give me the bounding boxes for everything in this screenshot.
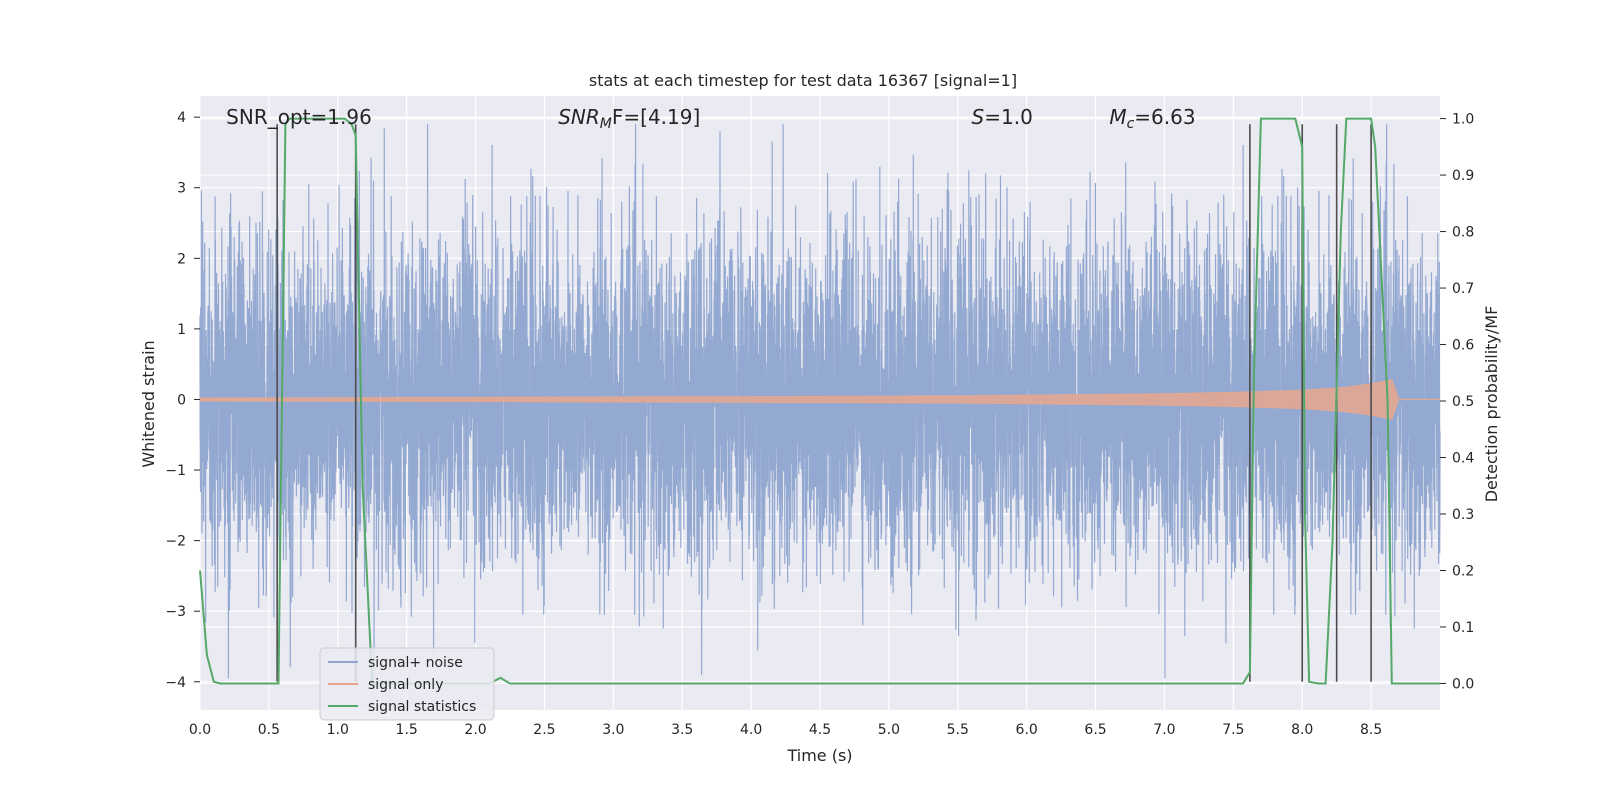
y-right-tick-label-1: 0.1 <box>1452 620 1474 636</box>
x-tick-label-10: 5.0 <box>878 722 900 738</box>
x-tick-label-0: 0.0 <box>189 722 211 738</box>
x-tick-label-8: 4.0 <box>740 722 762 738</box>
x-tick-label-14: 7.0 <box>1153 722 1175 738</box>
y-tick-label-1: −3 <box>165 604 186 620</box>
x-axis: 0.0 0.5 1.0 1.5 2.0 2.5 3.0 3.5 4.0 4.5 5.0 5.5 6.0 6… <box>189 722 1382 738</box>
x-tick-label-9: 4.5 <box>809 722 831 738</box>
y-axis-title-left: Whitened strain <box>139 340 158 467</box>
x-tick-label-3: 1.5 <box>396 722 418 738</box>
y-right-tick-label-10: 1.0 <box>1452 112 1474 128</box>
y-right-tick-label-3: 0.3 <box>1452 507 1474 523</box>
series-signal-only <box>199 379 1440 420</box>
legend-label-2: signal statistics <box>368 699 476 715</box>
y-tick-label-0: −4 <box>165 675 186 691</box>
statistics-line <box>199 117 1440 685</box>
y-axis-left: −4 −3 −2 −1 0 1 2 3 4 <box>165 110 200 691</box>
y-right-tick-label-0: 0.0 <box>1452 676 1474 692</box>
y-tick-label-8: 4 <box>177 110 186 126</box>
y-right-tick-label-6: 0.6 <box>1452 338 1474 354</box>
legend-label-1: signal only <box>368 677 443 693</box>
x-tick-label-7: 3.5 <box>671 722 693 738</box>
y-right-tick-label-5: 0.5 <box>1452 394 1474 410</box>
y-right-tick-label-9: 0.9 <box>1452 168 1474 184</box>
y-tick-label-2: −2 <box>165 534 186 550</box>
x-tick-label-13: 6.5 <box>1084 722 1106 738</box>
y-tick-label-5: 1 <box>177 322 186 338</box>
x-tick-label-12: 6.0 <box>1016 722 1038 738</box>
y-right-tick-label-2: 0.2 <box>1452 563 1474 579</box>
annotation-0: SNR_opt=1.96 <box>226 105 372 129</box>
annotation-3: Mc=6.63 <box>1109 105 1195 132</box>
chart-title: stats at each timestep for test data 163… <box>589 71 1017 90</box>
x-tick-label-4: 2.0 <box>464 722 486 738</box>
annotation-2: S=1.0 <box>972 105 1033 129</box>
x-tick-label-15: 7.5 <box>1222 722 1244 738</box>
y-tick-label-4: 0 <box>177 392 186 408</box>
legend-box <box>319 647 495 721</box>
y-axis-right: 0.0 0.1 0.2 0.3 0.4 0.5 0.6 0.7 0.8 0.9 1.0 <box>1440 112 1474 692</box>
series-signal-statistics <box>199 117 1440 685</box>
x-tick-label-17: 8.5 <box>1360 722 1382 738</box>
y-tick-label-7: 3 <box>177 181 186 197</box>
x-axis-title: Time (s) <box>786 746 852 765</box>
y-right-tick-label-4: 0.4 <box>1452 451 1474 467</box>
y-tick-label-3: −1 <box>165 463 186 479</box>
x-tick-label-11: 5.5 <box>947 722 969 738</box>
y-right-tick-label-7: 0.7 <box>1452 281 1474 297</box>
y-axis-title-right: Detection probability/MF <box>1482 306 1501 503</box>
legend: signal+ noise signal only signal statistic… <box>319 647 495 721</box>
y-right-tick-label-8: 0.8 <box>1452 225 1474 241</box>
annotation-1: SNRMF=[4.19] <box>558 105 700 132</box>
legend-label-0: signal+ noise <box>368 655 463 671</box>
series-signal-noise <box>199 124 1441 679</box>
x-tick-label-5: 2.5 <box>533 722 555 738</box>
x-tick-label-1: 0.5 <box>258 722 280 738</box>
x-tick-label-6: 3.0 <box>602 722 624 738</box>
x-tick-label-16: 8.0 <box>1291 722 1313 738</box>
annotations: SNR_opt=1.96 SNRMF=[4.19] S=1.0 Mc=6.63 <box>226 105 1195 132</box>
noise-line <box>199 124 1441 679</box>
y-tick-label-6: 2 <box>177 251 186 267</box>
signal-envelope <box>199 379 1440 420</box>
x-tick-label-2: 1.0 <box>327 722 349 738</box>
